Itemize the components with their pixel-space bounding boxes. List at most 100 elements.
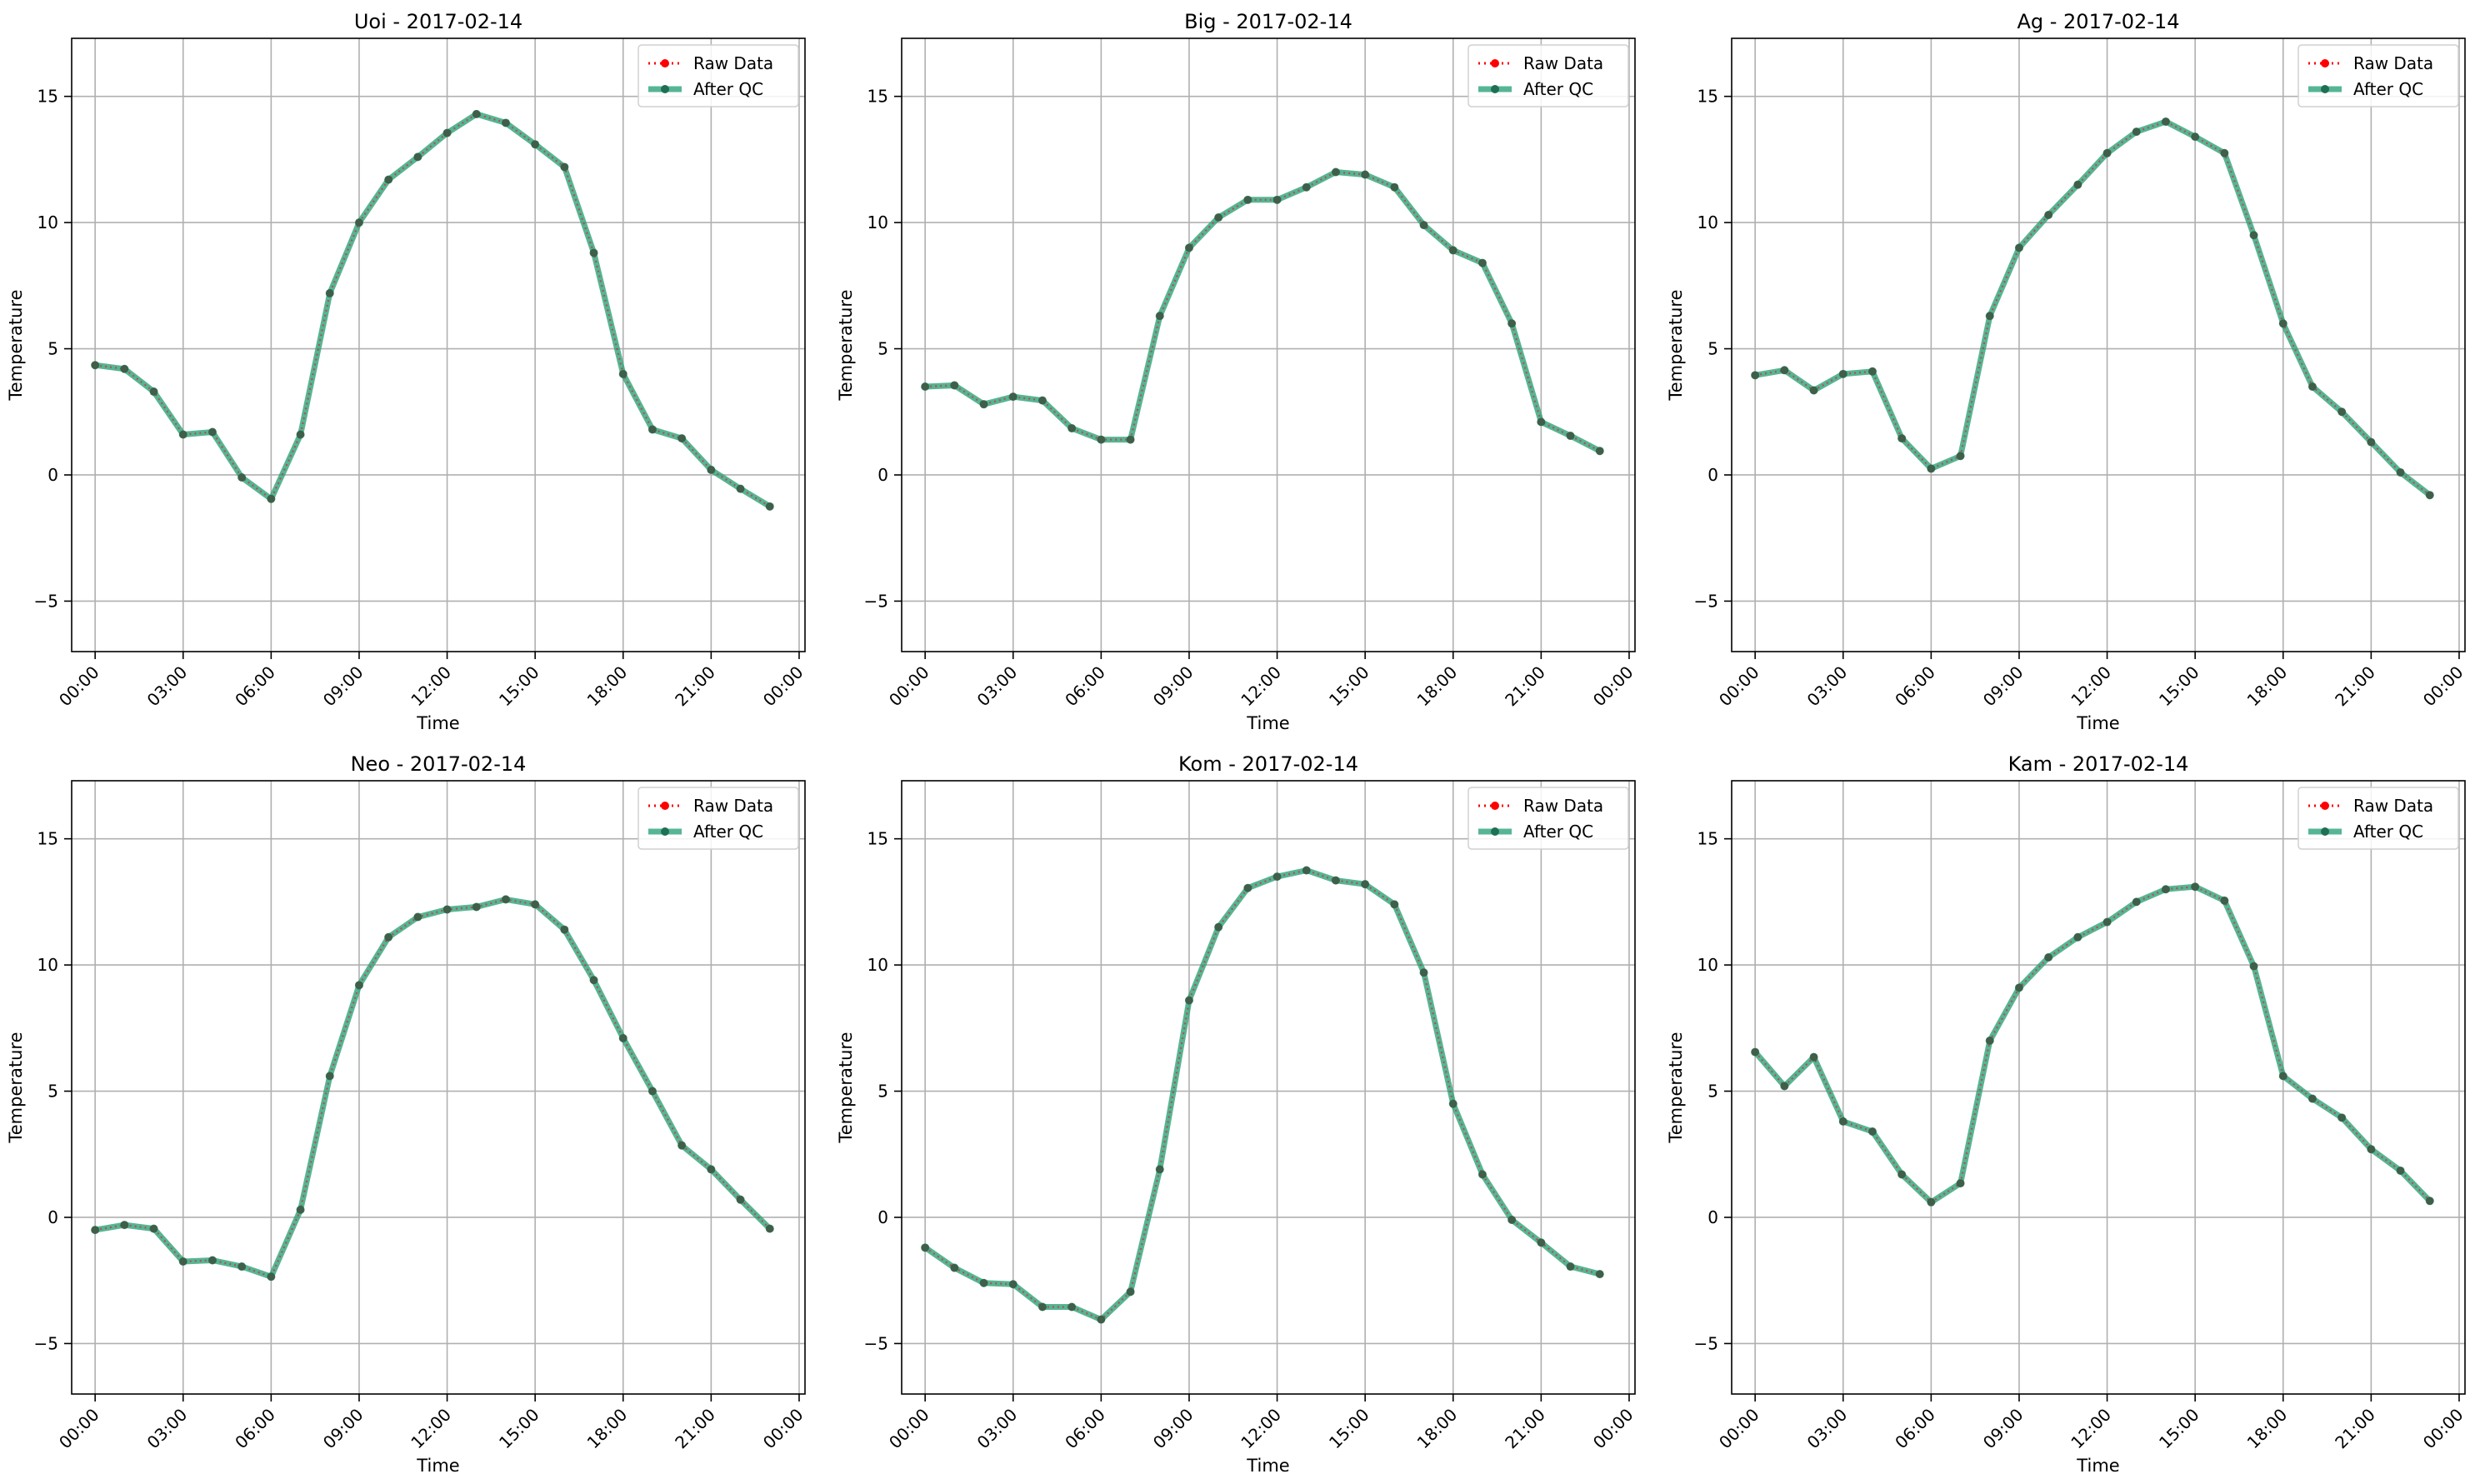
series-line-after-qc bbox=[92, 896, 773, 1280]
data-point-after-qc bbox=[472, 902, 481, 912]
legend-label-raw-data: Raw Data bbox=[693, 53, 773, 73]
data-point-after-qc bbox=[91, 361, 100, 370]
data-point-after-qc bbox=[2073, 180, 2082, 189]
x-tick-label: 12:00 bbox=[407, 662, 455, 711]
data-point-after-qc bbox=[979, 400, 988, 409]
data-point-after-qc bbox=[501, 118, 510, 127]
y-tick-label: 5 bbox=[1708, 1082, 1718, 1102]
data-point-after-qc bbox=[1419, 221, 1428, 230]
y-tick-label: 0 bbox=[878, 465, 888, 485]
data-point-after-qc bbox=[501, 895, 510, 904]
x-tick-label: 15:00 bbox=[1325, 662, 1373, 711]
x-tick-label: 09:00 bbox=[1149, 1405, 1198, 1453]
x-tick-label: 21:00 bbox=[1501, 1405, 1549, 1453]
legend: Raw Data After QC bbox=[2298, 787, 2459, 850]
chart-panel-6: 00:00 03:00 06:00 09:00 12:00 15:00 18:00 21:00… bbox=[1666, 752, 2467, 1476]
data-point-after-qc bbox=[1155, 1165, 1164, 1174]
data-point-after-qc bbox=[1097, 1315, 1106, 1324]
x-tick-label: 00:00 bbox=[1589, 1405, 1638, 1453]
data-point-after-qc bbox=[2308, 1094, 2317, 1103]
y-axis-label: Temperature bbox=[6, 289, 26, 401]
data-point-after-qc bbox=[1868, 367, 1877, 376]
data-point-after-qc bbox=[979, 1278, 988, 1287]
x-tick-label: 03:00 bbox=[1803, 662, 1852, 711]
data-point-after-qc bbox=[1927, 1197, 1936, 1207]
data-point-after-qc bbox=[1184, 996, 1193, 1005]
data-point-after-qc bbox=[560, 162, 569, 172]
x-tick-label: 09:00 bbox=[319, 662, 368, 711]
data-point-after-qc bbox=[531, 140, 540, 149]
data-point-after-qc bbox=[648, 425, 657, 434]
data-point-after-qc bbox=[707, 1165, 716, 1174]
data-point-after-qc bbox=[2132, 127, 2141, 137]
x-tick-label: 21:00 bbox=[1501, 662, 1549, 711]
data-point-after-qc bbox=[2220, 896, 2229, 905]
y-tick-label: 0 bbox=[1708, 1207, 1718, 1227]
legend-label-raw-data: Raw Data bbox=[2353, 53, 2433, 73]
data-point-after-qc bbox=[589, 976, 598, 985]
chart-title: Uoi - 2017-02-14 bbox=[354, 10, 522, 33]
data-point-after-qc bbox=[2161, 885, 2170, 894]
data-point-after-qc bbox=[1068, 1302, 1077, 1312]
data-point-after-qc bbox=[1390, 900, 1399, 909]
data-point-after-qc bbox=[354, 218, 363, 227]
data-point-after-qc bbox=[1595, 447, 1604, 456]
legend-marker-after-qc bbox=[1491, 85, 1499, 93]
x-tick-label: 00:00 bbox=[1589, 662, 1638, 711]
data-point-after-qc bbox=[1956, 1179, 1965, 1188]
x-tick-label: 15:00 bbox=[495, 662, 543, 711]
x-tick-label: 12:00 bbox=[1237, 1405, 1285, 1453]
data-point-after-qc bbox=[1448, 1099, 1458, 1108]
data-point-after-qc bbox=[2367, 437, 2376, 447]
data-point-after-qc bbox=[2367, 1145, 2376, 1154]
data-point-after-qc bbox=[267, 1272, 276, 1282]
data-point-after-qc bbox=[1038, 396, 1047, 405]
y-tick-label: 15 bbox=[1698, 87, 1718, 107]
x-tick-label: 06:00 bbox=[1061, 662, 1109, 711]
data-point-after-qc bbox=[1478, 258, 1487, 267]
x-tick-label: 15:00 bbox=[2155, 662, 2203, 711]
legend-label-raw-data: Raw Data bbox=[1523, 53, 1603, 73]
data-point-after-qc bbox=[472, 109, 481, 118]
legend-label-raw-data: Raw Data bbox=[693, 796, 773, 816]
series-line-raw-data bbox=[924, 869, 1601, 1321]
data-point-after-qc bbox=[296, 430, 305, 439]
data-point-after-qc bbox=[2044, 211, 2053, 220]
data-point-after-qc bbox=[1126, 435, 1135, 444]
x-tick-label: 15:00 bbox=[1325, 1405, 1373, 1453]
y-tick-label: 0 bbox=[878, 1207, 888, 1227]
x-tick-label: 00:00 bbox=[1715, 1405, 1763, 1453]
y-axis-label: Temperature bbox=[1666, 1032, 1686, 1143]
y-tick-label: 15 bbox=[868, 829, 888, 849]
legend-marker-after-qc bbox=[2321, 85, 2329, 93]
axes-frame bbox=[1731, 780, 2466, 1395]
data-point-after-qc bbox=[238, 1262, 247, 1272]
data-point-after-qc bbox=[648, 1087, 657, 1096]
data-point-after-qc bbox=[384, 932, 393, 942]
x-axis-label: Time bbox=[2076, 713, 2119, 733]
y-tick-label: 0 bbox=[48, 1207, 58, 1227]
data-point-after-qc bbox=[2338, 407, 2347, 417]
x-tick-label: 09:00 bbox=[319, 1405, 368, 1453]
chart-title: Ag - 2017-02-14 bbox=[2017, 10, 2179, 33]
x-tick-label: 12:00 bbox=[1237, 662, 1285, 711]
y-tick-label: 0 bbox=[48, 465, 58, 485]
legend-label-after-qc: After QC bbox=[1523, 822, 1593, 842]
data-point-after-qc bbox=[2220, 148, 2229, 157]
series-line-raw-data bbox=[925, 171, 1601, 452]
data-point-after-qc bbox=[384, 175, 393, 184]
y-axis-label: Temperature bbox=[836, 1032, 856, 1143]
y-tick-label: 10 bbox=[1698, 212, 1718, 232]
series-line-after-qc bbox=[1752, 883, 2433, 1206]
data-point-after-qc bbox=[2278, 1072, 2288, 1081]
data-point-after-qc bbox=[1478, 1170, 1487, 1179]
data-point-after-qc bbox=[589, 248, 598, 257]
data-point-after-qc bbox=[1068, 423, 1077, 432]
data-point-after-qc bbox=[618, 369, 628, 378]
x-tick-label: 12:00 bbox=[2067, 1405, 2115, 1453]
x-tick-label: 06:00 bbox=[231, 1405, 279, 1453]
data-point-after-qc bbox=[678, 434, 687, 443]
data-point-after-qc bbox=[1751, 1047, 1760, 1057]
data-point-after-qc bbox=[1566, 432, 1575, 441]
axes-frame bbox=[71, 780, 806, 1395]
